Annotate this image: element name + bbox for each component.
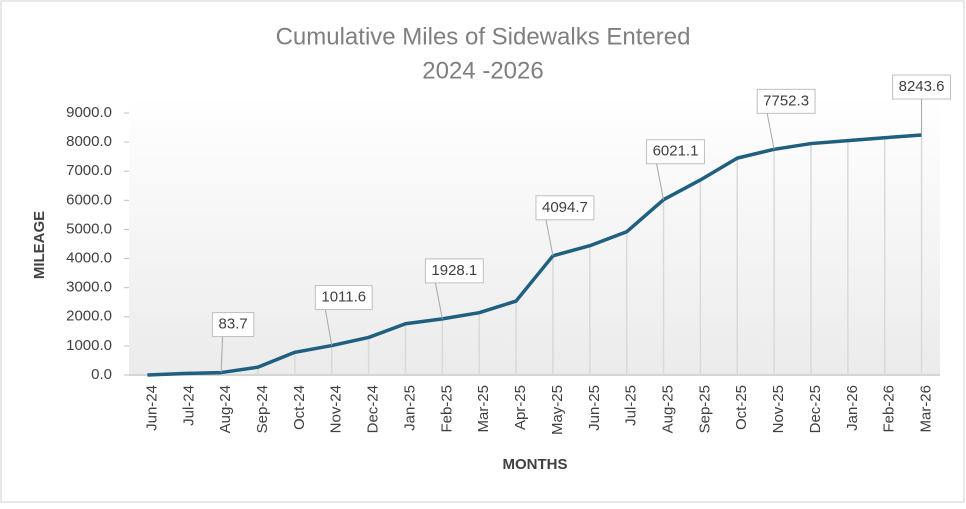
chart-subtitle: 2024 -2026: [422, 57, 543, 84]
y-tick-label: 4000.0: [66, 250, 112, 267]
y-tick-label: 9000.0: [66, 104, 112, 121]
x-tick-label: Aug-25: [659, 385, 676, 433]
x-tick-label: Mar-25: [475, 385, 492, 433]
y-axis-title: MILEAGE: [31, 211, 48, 279]
data-label: 83.7: [219, 316, 248, 333]
data-label: 1011.6: [321, 289, 366, 306]
x-tick-label: Dec-25: [807, 385, 824, 433]
y-tick-label: 5000.0: [66, 220, 112, 237]
data-label-box: [646, 139, 705, 165]
data-label-box: [892, 74, 952, 100]
x-tick-label: Jan-26: [844, 385, 861, 431]
leader-line: [434, 282, 443, 319]
x-tick-label: Jun-24: [143, 385, 160, 431]
x-tick-label: Feb-26: [881, 385, 898, 433]
x-tick-label: Jul-25: [623, 385, 640, 426]
x-tick-label: Nov-25: [770, 385, 787, 433]
leader-line: [766, 113, 775, 150]
y-tick-label: 3000.0: [66, 279, 112, 296]
plot-area: [129, 96, 940, 376]
x-tick-label: Jun-25: [586, 385, 603, 431]
leader-line: [656, 163, 665, 200]
leader-line: [324, 309, 333, 346]
leader-line: [220, 336, 224, 373]
x-tick-label: Jul-24: [180, 385, 197, 426]
x-tick-label: Dec-24: [365, 385, 382, 433]
data-label-box: [212, 312, 255, 338]
data-label: 1928.1: [431, 262, 477, 279]
x-tick-label: Oct-25: [733, 385, 750, 430]
y-tick-label: 8000.0: [66, 133, 112, 150]
x-axis-title: MONTHS: [503, 456, 568, 473]
data-label: 8243.6: [899, 78, 945, 95]
x-tick-label: Aug-24: [217, 385, 234, 433]
data-label: 6021.1: [653, 143, 699, 160]
x-tick-label: May-25: [549, 385, 566, 435]
x-tick-label: Jan-25: [401, 385, 418, 431]
data-label-box: [424, 258, 484, 284]
y-tick-label: 7000.0: [66, 162, 112, 179]
x-tick-label: Apr-25: [512, 385, 529, 430]
data-label: 4094.7: [542, 199, 588, 216]
x-tick-label: Mar-26: [918, 385, 935, 433]
data-label: 7752.3: [763, 92, 809, 109]
x-tick-label: Oct-24: [291, 385, 308, 430]
x-tick-label: Nov-24: [328, 385, 345, 433]
y-tick-label: 6000.0: [66, 191, 112, 208]
y-tick-label: 1000.0: [66, 337, 112, 354]
series-line: [147, 133, 922, 377]
data-label-box: [314, 285, 373, 311]
chart-title: Cumulative Miles of Sidewalks Entered: [276, 23, 691, 50]
leader-line: [545, 219, 554, 256]
x-tick-label: Sep-25: [696, 385, 713, 433]
x-tick-label: Feb-25: [438, 385, 455, 433]
y-tick-label: 2000.0: [66, 308, 112, 325]
data-label-box: [535, 195, 595, 221]
y-tick-label: 0.0: [91, 366, 112, 383]
data-label-box: [756, 88, 816, 114]
x-tick-label: Sep-24: [254, 385, 271, 433]
